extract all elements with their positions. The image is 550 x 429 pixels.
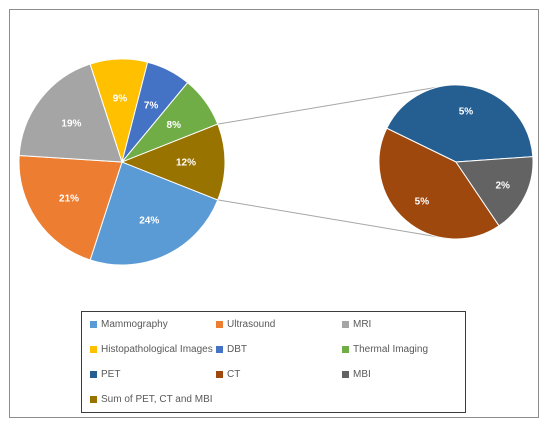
legend-item-pet: PET <box>90 367 120 381</box>
main-label-ultrasound: 21% <box>59 193 79 204</box>
legend-swatch <box>216 370 223 378</box>
legend-swatch <box>342 320 349 328</box>
legend-label: Sum of PET, CT and MBI <box>101 393 213 405</box>
legend-item-mbi: MBI <box>342 367 371 381</box>
main-label-histopathological-images: 9% <box>113 94 128 105</box>
legend-label: CT <box>227 368 241 380</box>
legend-label: Ultrasound <box>227 318 276 330</box>
legend-swatch <box>216 320 223 328</box>
legend-item-histopathological-images: Histopathological Images <box>90 342 213 356</box>
legend-label: Mammography <box>101 318 168 330</box>
main-slice-ultrasound <box>18 155 123 261</box>
legend-swatch <box>90 345 97 353</box>
main-label-sum-of-pet-ct-and-mbi: 12% <box>176 158 196 169</box>
connector-line-top <box>217 84 449 125</box>
legend-label: MRI <box>353 318 372 330</box>
legend-label: Thermal Imaging <box>353 343 429 355</box>
legend-swatch <box>342 370 349 378</box>
legend-swatch <box>216 345 223 353</box>
legend-swatch <box>90 370 97 378</box>
secondary-label-ct: 5% <box>415 197 430 208</box>
legend-item-dbt: DBT <box>216 342 247 356</box>
main-slice-mri <box>18 63 123 163</box>
main-label-thermal-imaging: 8% <box>167 120 182 131</box>
connector-line-bottom <box>217 199 449 240</box>
secondary-label-pet: 5% <box>459 106 474 117</box>
secondary-label-mbi: 2% <box>496 180 511 191</box>
secondary-slice-pet <box>386 84 534 163</box>
secondary-pie: 5% 5% 2% <box>378 84 534 240</box>
legend-label: Histopathological Images <box>101 343 213 355</box>
legend-item-ultrasound: Ultrasound <box>216 317 275 331</box>
legend-swatch <box>90 395 97 403</box>
legend-swatch <box>342 345 349 353</box>
legend-label: PET <box>101 368 121 380</box>
main-label-dbt: 7% <box>144 100 159 111</box>
legend: Mammography Ultrasound MRI Histopathologica… <box>81 311 466 413</box>
legend-item-mammography: Mammography <box>90 317 168 331</box>
legend-label: MBI <box>353 368 371 380</box>
secondary-slice-ct <box>378 127 500 240</box>
main-label-mri: 19% <box>61 118 81 129</box>
legend-item-mri: MRI <box>342 317 371 331</box>
main-pie: 24% 21% 19% 9% 7% 8% 12% <box>18 58 226 266</box>
legend-item-ct: CT <box>216 367 240 381</box>
secondary-slice-mbi <box>455 156 534 227</box>
legend-swatch <box>90 320 97 328</box>
legend-item-sum-of-pet-ct-and-mbi: Sum of PET, CT and MBI <box>90 392 213 406</box>
legend-label: DBT <box>227 343 247 355</box>
connector-lines <box>217 84 449 240</box>
legend-item-thermal-imaging: Thermal Imaging <box>342 342 428 356</box>
main-label-mammography: 24% <box>139 215 159 226</box>
main-slice-sum-of-pet-ct-and-mbi <box>120 123 226 201</box>
